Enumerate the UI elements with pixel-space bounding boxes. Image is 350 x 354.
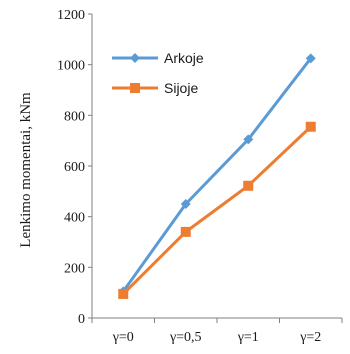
legend-marker — [130, 83, 140, 93]
y-tick-label: 0 — [78, 312, 85, 327]
data-point — [180, 226, 191, 237]
series-arkoje — [118, 53, 316, 297]
y-axis-title: Lenkimo momentai, kNm — [18, 92, 34, 248]
y-tick-label: 400 — [64, 211, 85, 226]
x-tick-label: γ=1 — [237, 330, 259, 345]
y-tick-label: 1200 — [57, 8, 85, 23]
y-tick-label: 1000 — [57, 59, 85, 74]
series-line — [122, 57, 312, 293]
y-tick-label: 800 — [64, 109, 85, 124]
x-tick-label: γ=0 — [112, 330, 134, 345]
series-sijoje — [118, 121, 316, 299]
legend-item: Sijoje — [112, 80, 198, 96]
legend-label: Arkoje — [164, 50, 204, 66]
axes — [88, 13, 343, 323]
data-point — [118, 288, 129, 299]
series-line — [122, 125, 312, 295]
series-layer — [118, 53, 316, 299]
data-point — [243, 180, 254, 191]
y-tick-label: 600 — [64, 160, 85, 175]
y-tick-label: 200 — [64, 261, 85, 276]
data-point — [180, 199, 191, 209]
legend: Arkoje Sijoje — [112, 50, 204, 96]
legend-marker — [130, 53, 140, 63]
data-point — [305, 121, 316, 132]
y-tick-labels: 0 200 400 600 800 1000 1200 — [57, 8, 85, 327]
legend-label: Sijoje — [164, 80, 198, 96]
x-tick-labels: γ=0 γ=0,5 γ=1 γ=2 — [112, 330, 322, 345]
x-tick-label: γ=2 — [299, 330, 321, 345]
legend-item: Arkoje — [112, 50, 204, 66]
data-point — [305, 53, 316, 64]
x-tick-label: γ=0,5 — [169, 330, 202, 345]
data-point — [243, 134, 254, 145]
